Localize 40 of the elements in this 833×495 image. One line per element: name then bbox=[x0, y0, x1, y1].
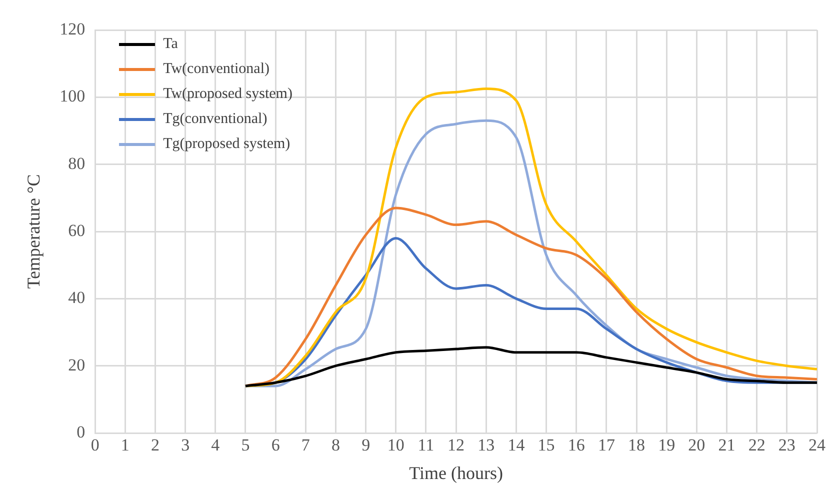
x-tick-label: 6 bbox=[271, 436, 280, 455]
legend-label: Tg(conventional) bbox=[163, 110, 268, 129]
x-tick-label: 18 bbox=[628, 436, 646, 455]
y-tick-label: 0 bbox=[76, 422, 86, 442]
x-tick-label: 1 bbox=[120, 436, 130, 455]
x-tick-label: 3 bbox=[181, 436, 190, 455]
x-axis-title: Time (hours) bbox=[409, 462, 503, 483]
x-tick-label: 9 bbox=[362, 436, 370, 455]
x-tick-label: 19 bbox=[658, 436, 676, 455]
legend-label: Ta bbox=[163, 35, 178, 54]
y-tick-label: 80 bbox=[68, 154, 86, 173]
y-tick-label: 60 bbox=[68, 220, 86, 240]
legend-label: Tg(proposed system) bbox=[163, 135, 290, 154]
x-tick-label: 22 bbox=[748, 436, 766, 455]
x-tick-label: 12 bbox=[448, 436, 465, 455]
y-tick-label: 120 bbox=[60, 19, 86, 38]
x-tick-label: 17 bbox=[598, 436, 616, 455]
x-tick-label: 20 bbox=[688, 436, 706, 455]
x-tick-label: 15 bbox=[538, 436, 555, 455]
x-tick-label: 24 bbox=[808, 436, 826, 455]
y-axis-title: Temperature °C bbox=[24, 174, 44, 289]
line-series bbox=[244, 346, 817, 388]
legend-label: Tw(conventional) bbox=[163, 60, 270, 79]
y-tick-label: 20 bbox=[68, 355, 86, 374]
x-tick-label: 5 bbox=[241, 436, 250, 455]
x-tick-label: 4 bbox=[211, 436, 220, 455]
y-tick-label: 100 bbox=[60, 86, 86, 106]
y-tick-label: 40 bbox=[68, 288, 86, 308]
x-tick-label: 14 bbox=[508, 436, 526, 455]
x-tick-label: 10 bbox=[387, 436, 404, 455]
x-tick-label: 23 bbox=[778, 436, 796, 455]
x-tick-label: 8 bbox=[331, 436, 340, 455]
legend-label: Tw(proposed system) bbox=[163, 85, 292, 104]
x-tick-label: 21 bbox=[718, 436, 736, 455]
x-tick-label: 11 bbox=[418, 436, 434, 455]
x-tick-label: 7 bbox=[301, 436, 310, 455]
x-tick-label: 16 bbox=[568, 436, 585, 455]
x-tick-label: 0 bbox=[90, 436, 100, 455]
x-tick-label: 13 bbox=[478, 436, 495, 455]
x-tick-label: 2 bbox=[151, 436, 160, 455]
